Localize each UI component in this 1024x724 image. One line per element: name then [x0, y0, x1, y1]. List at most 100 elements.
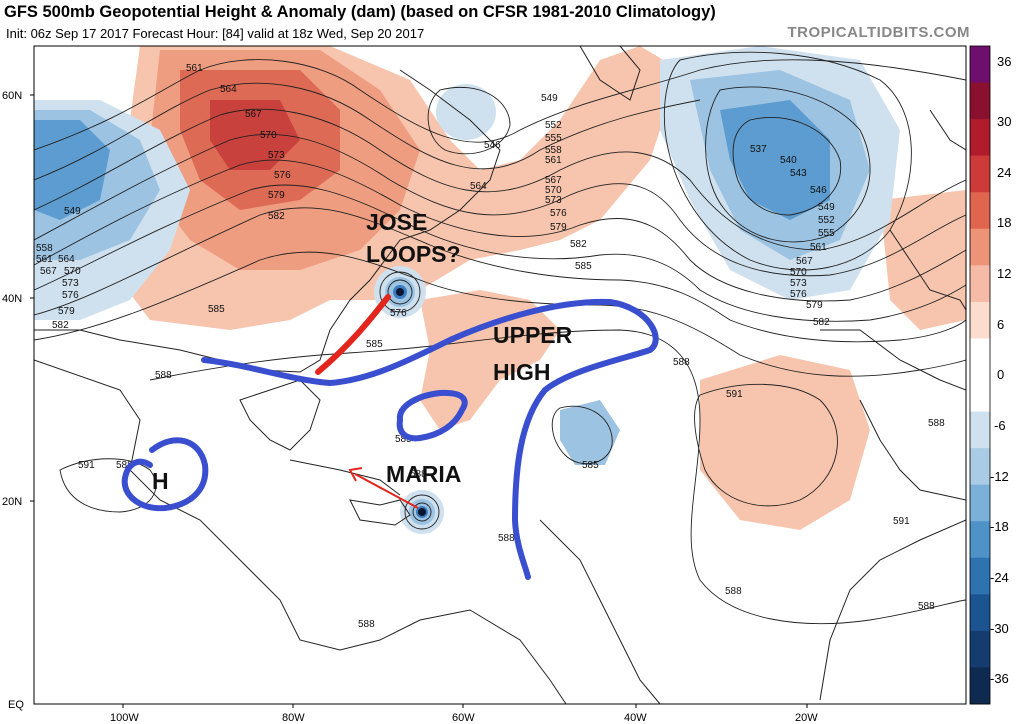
colorbar-swatch	[970, 301, 990, 339]
contour-label: 543	[790, 168, 807, 179]
contour-label: 579	[550, 222, 567, 233]
contour-label: 591	[726, 389, 743, 400]
contour-label: 570	[545, 185, 562, 196]
lat-label: EQ	[8, 699, 24, 711]
colorbar-swatch	[970, 192, 990, 230]
contour-label: 588	[725, 586, 742, 597]
maria-track-arrow	[348, 467, 419, 509]
source-watermark: TROPICALTIDBITS.COM	[787, 24, 970, 41]
contour-label: 561	[186, 63, 203, 74]
contour-label: 588	[673, 357, 690, 368]
h-label: H	[152, 468, 169, 494]
lon-label: 20W	[795, 712, 818, 724]
contour-label: 546	[484, 140, 501, 151]
colorbar-tick: 36	[997, 54, 1011, 69]
maria-center	[418, 508, 426, 516]
contour-label: 585	[208, 304, 225, 315]
cool-anomaly-west-strong	[34, 120, 110, 220]
contour-label: 570	[790, 267, 807, 278]
contour-label: 561	[545, 155, 562, 166]
coastlines	[34, 46, 966, 704]
colorbar-tick: 6	[997, 317, 1004, 332]
cool-anomaly-east-strong	[720, 100, 830, 220]
colorbar-swatch	[970, 521, 990, 559]
contour-labels: 561 564 567 570 573 576 579 582 585 546 …	[36, 63, 945, 630]
jose-center	[396, 288, 404, 296]
contour-label: 573	[62, 278, 79, 289]
colorbar-tick: -30	[990, 621, 1009, 636]
contour-label: 576	[390, 308, 407, 319]
colorbar-tick: 12	[997, 266, 1011, 281]
contour-label: 555	[818, 228, 835, 239]
colorbar-tick: -36	[990, 671, 1009, 686]
colorbar-swatch	[970, 82, 990, 120]
contour-label: 561	[36, 254, 53, 265]
contour-label: 588	[116, 460, 133, 471]
cool-anomaly-labrador	[436, 84, 496, 140]
colorbar-tick: -12	[990, 469, 1009, 484]
colorbar-swatch	[970, 46, 990, 84]
contour-label: 591	[893, 516, 910, 527]
contour-label: 573	[268, 150, 285, 161]
colorbar-swatch	[970, 119, 990, 157]
colorbar-tick: 24	[997, 165, 1011, 180]
contour-label: 549	[818, 202, 835, 213]
lat-label: 20N	[2, 496, 22, 508]
contour-label: 558	[545, 145, 562, 156]
ridge-outline	[121, 298, 659, 580]
chart-title: GFS 500mb Geopotential Height & Anomaly …	[4, 3, 716, 21]
contour-label: 585	[395, 434, 412, 445]
lon-label: 80W	[282, 712, 305, 724]
map-frame	[33, 45, 967, 705]
contour-label: 591	[78, 460, 95, 471]
contour-label: 567	[245, 109, 262, 120]
colorbar-swatch	[970, 338, 990, 376]
upper-high-outline	[201, 298, 659, 580]
contour-label: 582	[268, 211, 285, 222]
contour-label: 582	[570, 239, 587, 250]
contour-label: 582	[813, 317, 830, 328]
contour-label: 564	[220, 84, 237, 95]
cool-anomaly-central-atlantic	[560, 400, 620, 465]
contour-label: 573	[790, 278, 807, 289]
colorbar-swatch	[970, 155, 990, 193]
longitude-axis: 100W 80W 60W 40W 20W	[110, 704, 818, 724]
contour-label: 537	[750, 144, 767, 155]
high-label: HIGH	[493, 359, 551, 385]
colorbar-swatch	[970, 411, 990, 449]
contour-label: 582	[52, 320, 69, 331]
contour-label: 570	[260, 130, 277, 141]
upper-label: UPPER	[493, 322, 573, 348]
contour-label: 576	[62, 290, 79, 301]
contour-label: 549	[541, 93, 558, 104]
colorbar-swatch	[970, 594, 990, 632]
jose-track	[315, 294, 391, 375]
chart-subtitle: Init: 06z Sep 17 2017 Forecast Hour: [84…	[6, 26, 425, 41]
contour-label: 546	[810, 185, 827, 196]
contour-label: 579	[58, 306, 75, 317]
colorbar	[970, 46, 990, 705]
loops-label: LOOPS?	[366, 241, 461, 267]
secondary-ridge-loop	[396, 389, 468, 442]
contour-label: 558	[36, 243, 53, 254]
contour-label: 588	[498, 533, 515, 544]
colorbar-tick: -6	[994, 418, 1006, 433]
contour-label: 588	[918, 601, 935, 612]
colorbar-swatch	[970, 375, 990, 413]
contour-label: 576	[790, 289, 807, 300]
contour-label: 549	[64, 206, 81, 217]
colorbar-tick: -18	[990, 519, 1009, 534]
latitude-axis: 60N 40N 20N EQ	[2, 90, 34, 711]
colorbar-ticks: 36 30 24 18 12 6 0 -6 -12 -18 -24 -30 -3…	[990, 54, 1011, 686]
lat-label: 40N	[2, 293, 22, 305]
contour-label: 579	[268, 190, 285, 201]
contour-label: 540	[780, 155, 797, 166]
colorbar-tick: 0	[997, 367, 1004, 382]
jose-label: JOSE	[366, 209, 427, 235]
colorbar-swatch	[970, 448, 990, 486]
colorbar-tick: 30	[997, 114, 1011, 129]
contour-label: 567	[796, 256, 813, 267]
contour-label: 585	[582, 460, 599, 471]
height-contours	[34, 51, 966, 625]
contour-label: 573	[545, 195, 562, 206]
